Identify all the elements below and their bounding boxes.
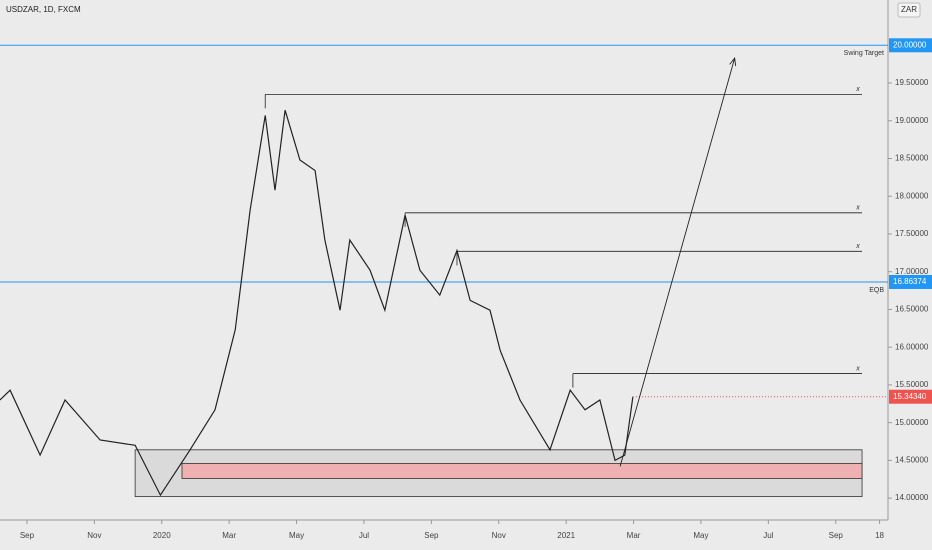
y-tick-label: 19.00000 [895, 116, 929, 125]
x-tick-label: Mar [222, 531, 236, 540]
x-tick-label: Mar [627, 531, 641, 540]
last-price-tag [889, 389, 932, 404]
price-tag-label: 20.00000 [893, 40, 927, 49]
x-tick-label: Sep [829, 531, 844, 540]
zone [181, 462, 863, 479]
price-line [0, 110, 634, 497]
x-tick-label: Sep [424, 531, 439, 540]
currency-button[interactable] [897, 2, 921, 18]
y-tick-label: 14.00000 [895, 493, 929, 502]
chart-title: USDZAR, 1D, FXCM [6, 5, 81, 14]
level-label: x [855, 205, 860, 212]
price-tag [889, 274, 932, 289]
price-tag-label: 16.86374 [893, 277, 927, 286]
last-price-label: 15.34340 [893, 392, 927, 401]
y-tick-label: 18.50000 [895, 154, 929, 163]
x-tick-label: 18 [875, 531, 884, 540]
y-tick-label: 17.00000 [895, 267, 929, 276]
level-label: x [855, 86, 860, 93]
x-tick-label: Sep [20, 531, 35, 540]
y-tick-label: 19.50000 [895, 78, 929, 87]
y-tick-label: 16.50000 [895, 305, 929, 314]
hline-label: Swing Target [844, 50, 884, 57]
level-label: x [855, 243, 860, 250]
x-tick-label: May [693, 531, 708, 540]
price-tag [889, 38, 932, 53]
currency[interactable]: ZAR [901, 5, 917, 14]
arrow-head [729, 57, 737, 67]
arrow-shaft [619, 57, 736, 467]
x-tick-label: May [289, 531, 304, 540]
hline-label: EQB [869, 287, 884, 294]
y-tick-label: 18.00000 [895, 191, 929, 200]
x-tick-label: Jul [359, 531, 369, 540]
level-label: x [855, 365, 860, 372]
y-tick-label: 16.00000 [895, 342, 929, 351]
x-tick-label: Jul [763, 531, 773, 540]
x-tick-label: 2020 [153, 531, 171, 540]
y-tick-label: 14.50000 [895, 455, 929, 464]
x-tick-label: Nov [87, 531, 101, 540]
y-tick-label: 15.00000 [895, 418, 929, 427]
y-tick-label: 17.50000 [895, 229, 929, 238]
x-tick-label: 2021 [557, 531, 575, 540]
x-tick-label: Nov [492, 531, 506, 540]
y-tick-label: 15.50000 [895, 380, 929, 389]
